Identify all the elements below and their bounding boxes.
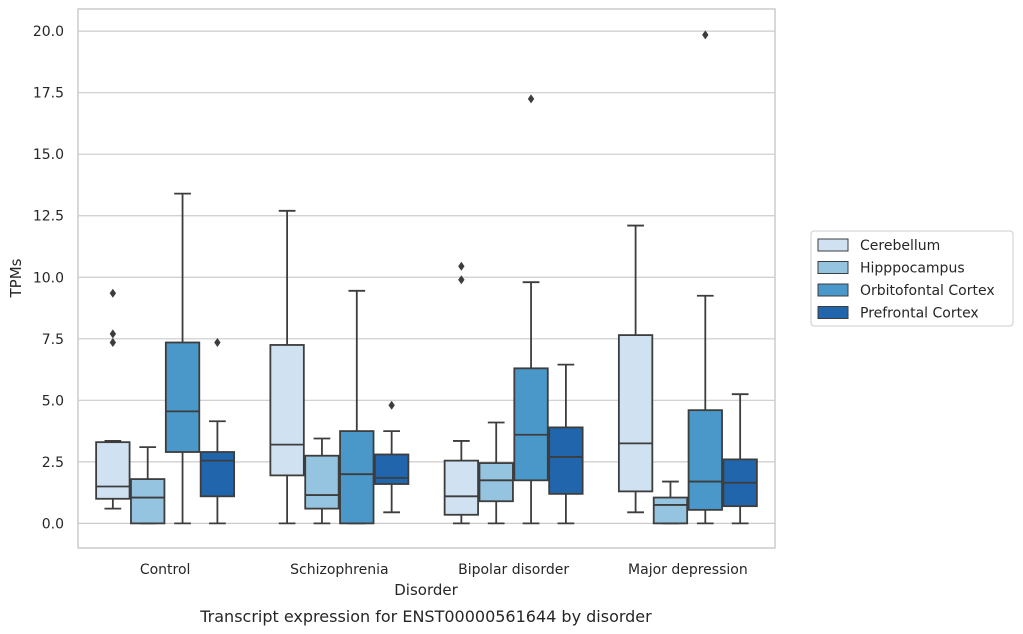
- legend-frame: [810, 230, 1014, 327]
- legend-swatch: [817, 306, 849, 319]
- box-0-1: [130, 446, 166, 525]
- box-2-3: [548, 363, 584, 525]
- y-tick-label: 2.5: [42, 455, 64, 471]
- box-body: [304, 454, 340, 510]
- y-tick-label: 0.0: [42, 516, 64, 532]
- legend-swatch: [817, 261, 849, 274]
- box-0-3: [199, 337, 236, 525]
- legend-label: Hipppocampus: [860, 261, 965, 277]
- x-tick-label: Control: [140, 562, 191, 578]
- x-tick-label: Schizophrenia: [290, 562, 388, 578]
- y-tick-labels: 0.0 2.5 5.0 7.5 10.0 12.5 15.0 17.5 20.0: [33, 24, 64, 532]
- box-body: [548, 426, 584, 495]
- legend-swatch: [817, 238, 849, 252]
- y-tick-label: 10.0: [33, 270, 64, 286]
- y-tick-label: 7.5: [42, 332, 64, 348]
- box-body: [443, 459, 479, 516]
- legend-label: Prefrontal Cortex: [860, 306, 979, 322]
- box-body: [652, 496, 689, 525]
- x-axis-label: Disorder: [394, 581, 458, 599]
- box-body: [339, 430, 375, 525]
- box-0-2: [164, 192, 201, 525]
- outlier-point: [458, 275, 465, 285]
- x-tick-label: Bipolar disorder: [458, 562, 569, 578]
- y-tick-label: 12.5: [33, 209, 64, 225]
- box-body: [374, 453, 410, 485]
- outlier-point: [388, 400, 395, 410]
- plot-frame: [77, 8, 776, 549]
- box-1-0: [269, 209, 305, 525]
- box-3-1: [652, 480, 689, 525]
- legend-label: Cerebellum: [860, 238, 940, 254]
- y-tick-label: 15.0: [33, 147, 64, 163]
- x-tick-labels: Control Schizophrenia Bipolar disorder Majo…: [140, 562, 748, 578]
- box-body: [478, 462, 514, 503]
- box-2-2: [513, 94, 549, 525]
- outlier-point: [109, 329, 117, 339]
- legend-label: Orbitofontal Cortex: [860, 283, 995, 299]
- y-tick-label: 20.0: [33, 24, 64, 40]
- box-groups: [95, 30, 758, 525]
- box-2-1: [478, 421, 514, 525]
- box-body: [687, 409, 723, 511]
- box-3-3: [722, 393, 758, 525]
- box-body: [617, 334, 654, 493]
- box-3-2: [687, 30, 723, 525]
- box-body: [199, 451, 236, 498]
- y-tick-label: 5.0: [42, 393, 64, 409]
- y-axis-label: TPMs: [7, 258, 25, 298]
- outlier-point: [527, 94, 535, 104]
- box-1-3: [374, 400, 410, 514]
- box-body: [164, 341, 201, 453]
- box-2-0: [443, 261, 479, 525]
- box-1-2: [339, 289, 375, 525]
- outlier-point: [458, 261, 465, 271]
- legend: Cerebellum Hipppocampus Orbitofontal Corte…: [810, 230, 1014, 327]
- x-tick-label: Major depression: [628, 562, 748, 578]
- box-body: [269, 344, 305, 477]
- box-1-1: [304, 437, 340, 525]
- chart-caption: Transcript expression for ENST0000056164…: [199, 607, 652, 626]
- box-body: [513, 367, 549, 482]
- box-0-0: [95, 288, 131, 510]
- outlier-point: [109, 337, 117, 347]
- legend-swatch: [817, 283, 849, 297]
- box-3-0: [617, 224, 654, 514]
- outlier-point: [702, 30, 709, 40]
- box-body: [130, 478, 166, 525]
- y-tick-label: 17.5: [33, 86, 64, 102]
- outlier-point: [109, 288, 117, 298]
- box-body: [95, 441, 131, 500]
- outlier-point: [214, 337, 221, 347]
